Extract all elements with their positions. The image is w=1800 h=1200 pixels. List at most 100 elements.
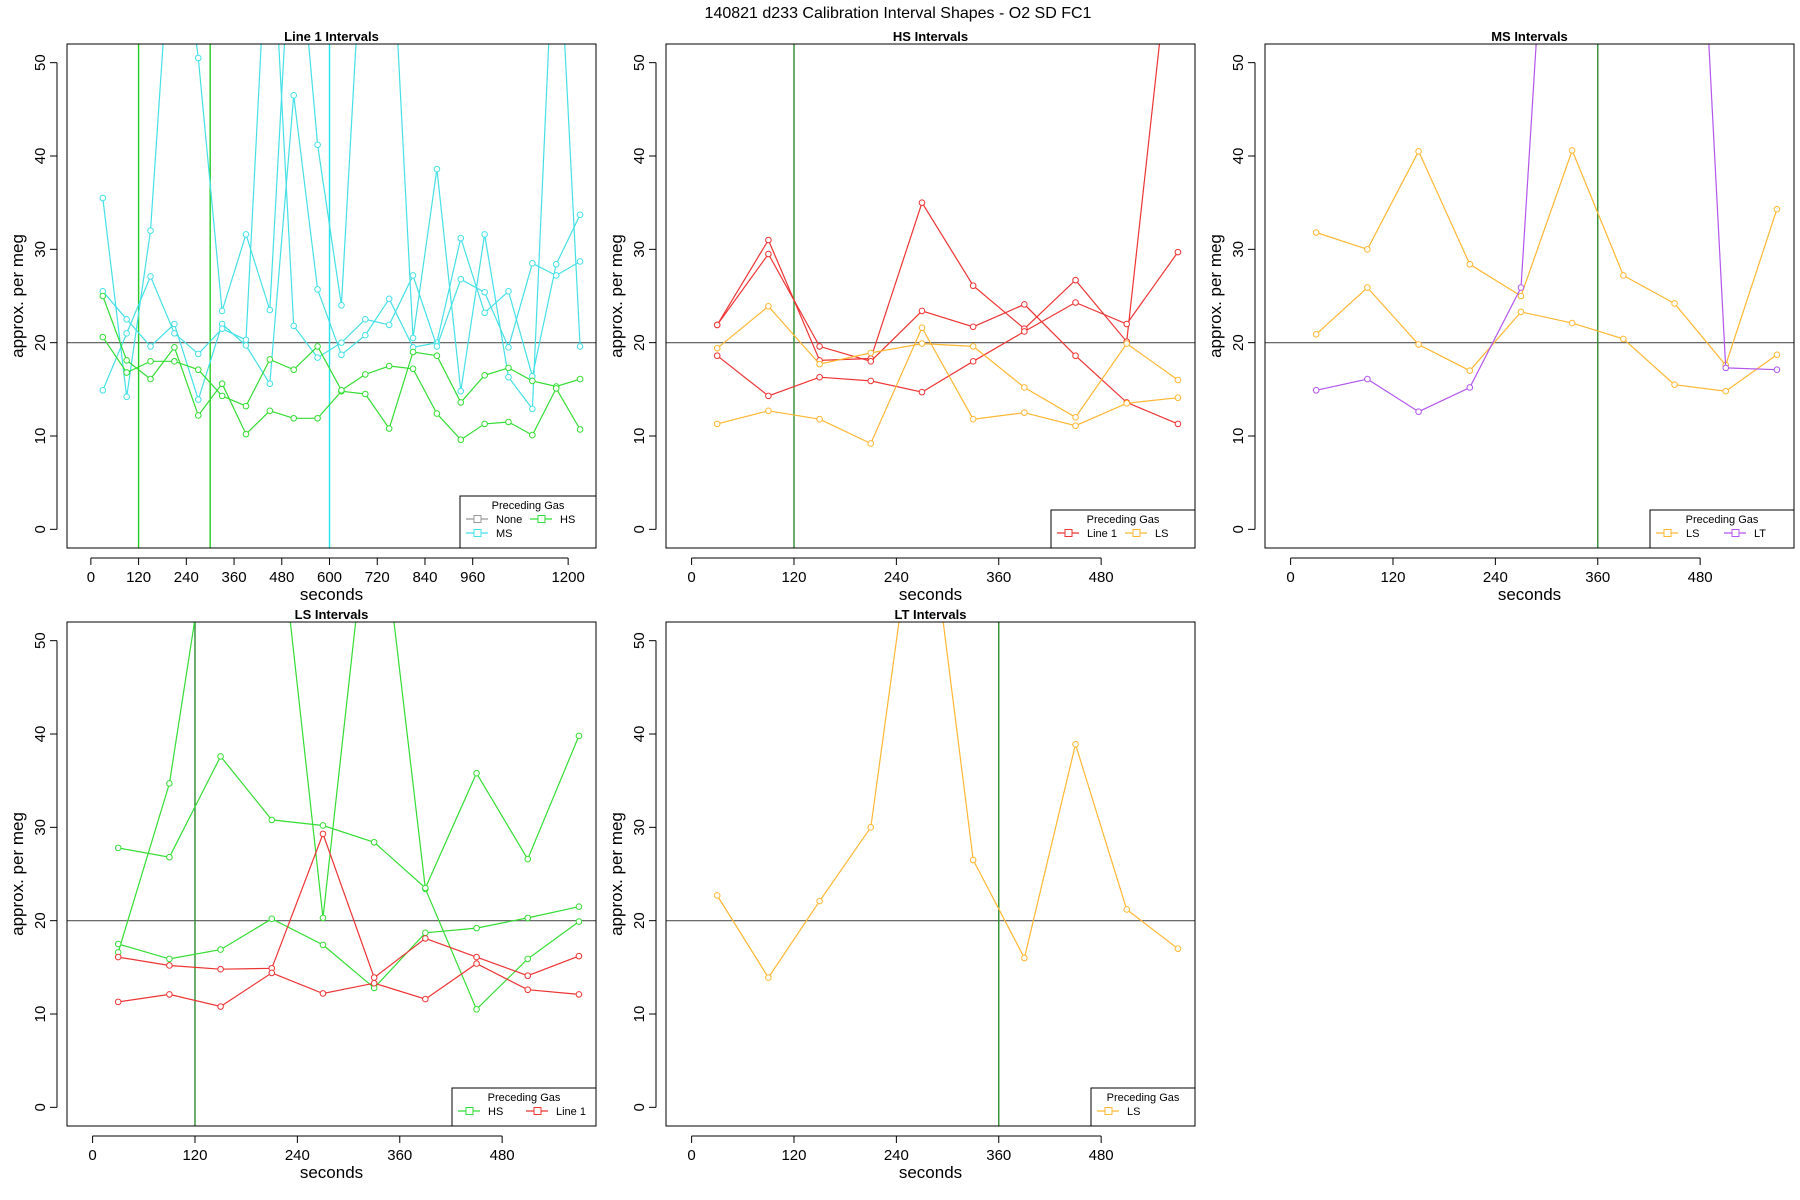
data-point	[481, 231, 488, 238]
data-point	[314, 343, 321, 350]
legend-label: HS	[488, 1106, 503, 1118]
y-tick-label: 10	[1230, 428, 1247, 445]
data-point	[765, 302, 772, 310]
data-point	[552, 385, 560, 392]
y-tick-label: 40	[631, 726, 648, 743]
series-line	[118, 906, 580, 989]
data-point	[362, 316, 369, 323]
data-point	[217, 753, 224, 760]
data-point	[867, 440, 875, 447]
data-point	[314, 354, 321, 361]
data-point	[266, 356, 274, 363]
data-point	[505, 364, 512, 372]
panel-3: MS Intervals 0 120 240 360 480 seconds 0 10 20 30 4…	[1206, 29, 1795, 604]
data-point	[1072, 414, 1079, 421]
series-hs	[99, 292, 584, 438]
data-point	[1072, 740, 1079, 748]
data-point	[242, 336, 250, 344]
data-point	[713, 352, 721, 360]
series-lt	[1708, 44, 1781, 374]
data-point	[217, 946, 224, 953]
data-point	[218, 325, 226, 332]
legend: Preceding Gas Line 1 LS	[1050, 509, 1196, 549]
data-point	[123, 369, 130, 376]
data-point	[529, 431, 536, 439]
data-point	[218, 380, 226, 388]
data-point	[123, 316, 130, 323]
data-point	[409, 334, 417, 342]
x-tick-label: 0	[687, 1147, 695, 1164]
data-point	[422, 935, 429, 942]
data-point	[319, 830, 327, 838]
data-point	[123, 393, 130, 401]
data-point	[867, 349, 875, 357]
legend-entry: Line 1	[526, 1106, 586, 1118]
data-point	[268, 969, 276, 977]
data-point	[1568, 147, 1576, 154]
legend-title: Preceding Gas	[488, 1092, 561, 1104]
plot-frame	[665, 43, 1196, 549]
y-tick-label: 0	[32, 525, 49, 533]
x-tick-label: 0	[1286, 569, 1294, 586]
data-point	[816, 373, 823, 381]
y-tick-label: 0	[631, 525, 648, 533]
x-tick-label: 960	[460, 569, 485, 586]
data-point	[433, 410, 441, 417]
data-point	[524, 914, 532, 922]
data-point	[473, 1006, 480, 1013]
legend: Preceding Gas None HS MS	[459, 495, 597, 549]
data-point	[481, 420, 488, 428]
legend-swatch-marker	[473, 529, 482, 537]
data-point	[969, 282, 977, 290]
x-tick-label: 360	[387, 1147, 412, 1164]
legend-box	[1649, 509, 1795, 549]
x-axis-label: seconds	[899, 585, 962, 604]
data-point	[524, 986, 532, 994]
legend-entry: MS	[466, 528, 513, 540]
data-point	[457, 387, 465, 395]
data-point	[765, 407, 772, 415]
data-point	[576, 343, 584, 350]
x-tick-label: 240	[174, 569, 199, 586]
y-axis-label: approx. per meg	[1206, 234, 1225, 358]
x-tick-label: 120	[182, 1147, 207, 1164]
data-point	[409, 365, 417, 373]
data-point	[1123, 320, 1131, 328]
y-tick-label: 30	[1230, 241, 1247, 258]
data-point	[867, 824, 875, 831]
y-axis: 0 10 20 30 40 50 approx. per meg	[8, 632, 58, 1112]
y-tick-label: 10	[32, 1006, 49, 1023]
series-ms	[99, 44, 584, 394]
data-point	[552, 272, 560, 279]
data-point	[529, 377, 536, 385]
legend-entry: LS	[1656, 528, 1699, 540]
data-point	[481, 288, 488, 296]
legend-label: Line 1	[556, 1106, 586, 1118]
legend-label: LS	[1155, 528, 1168, 540]
data-point	[338, 339, 345, 346]
legend-box	[451, 1087, 597, 1127]
data-point	[969, 323, 977, 331]
data-point	[524, 855, 532, 863]
data-point	[524, 972, 532, 980]
data-point	[473, 924, 480, 932]
data-point	[1620, 335, 1627, 343]
data-point	[1415, 148, 1422, 155]
data-point	[1722, 364, 1730, 372]
data-point	[1072, 422, 1079, 430]
panel-title: Line 1 Intervals	[284, 29, 379, 44]
series-line-1	[713, 250, 1182, 428]
figure-title: 140821 d233 Calibration Interval Shapes …	[705, 5, 1092, 22]
x-tick-label: 480	[1089, 569, 1114, 586]
series-line	[118, 735, 580, 889]
legend-entry: HS	[458, 1106, 503, 1118]
x-tick-label: 240	[884, 1147, 909, 1164]
x-tick-label: 840	[412, 569, 437, 586]
data-point	[114, 998, 122, 1006]
data-point	[147, 273, 154, 280]
data-point	[433, 343, 441, 350]
legend-label: LS	[1127, 1106, 1140, 1118]
data-point	[1568, 319, 1576, 327]
legend-swatch-marker	[1731, 529, 1740, 537]
data-point	[765, 392, 772, 400]
